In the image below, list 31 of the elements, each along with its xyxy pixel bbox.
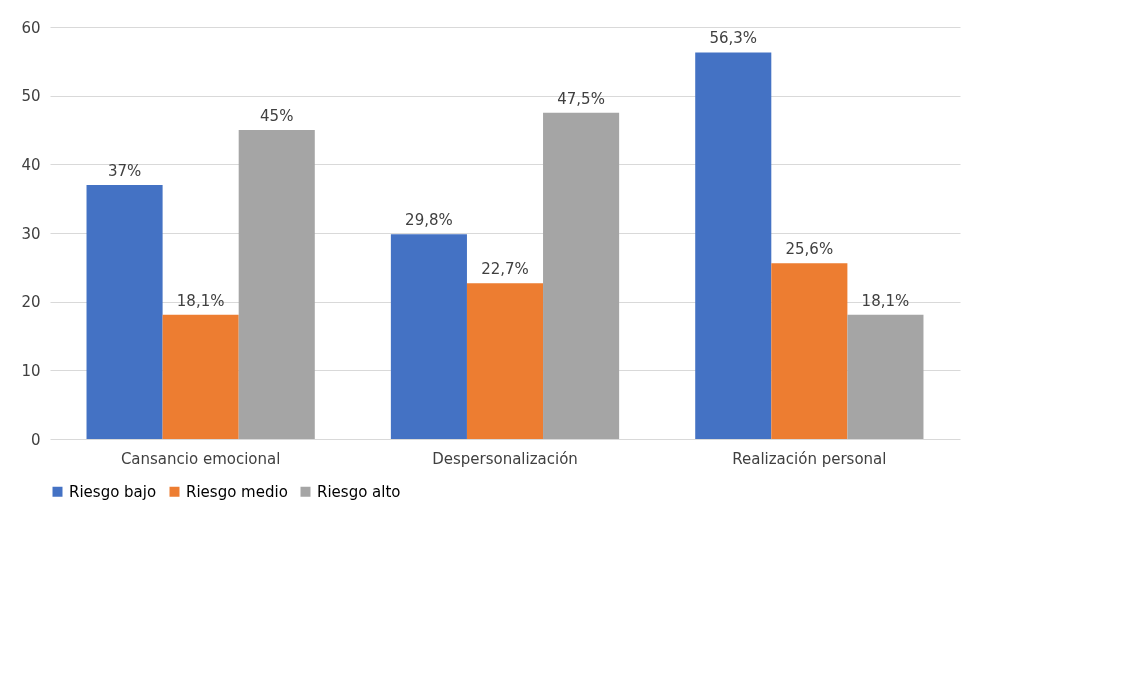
bar <box>771 263 848 439</box>
bar <box>162 314 239 439</box>
data-label: 25,6% <box>785 240 834 259</box>
bar <box>390 234 467 439</box>
y-tick-label: 60 <box>21 18 41 37</box>
data-label: 18,1% <box>176 291 225 310</box>
bar <box>847 314 924 439</box>
data-label: 29,8% <box>405 211 453 230</box>
bar <box>238 130 315 439</box>
y-tick-label: 30 <box>21 224 41 243</box>
legend-label: Riesgo alto <box>317 482 401 501</box>
y-tick-label: 0 <box>30 430 41 449</box>
data-label: 22,7% <box>481 260 529 279</box>
y-tick-label: 40 <box>21 155 41 174</box>
bar <box>86 184 163 439</box>
y-tick-label: 10 <box>21 361 41 380</box>
x-tick-label: Realización personal <box>732 449 887 468</box>
x-tick-label: Cansancio emocional <box>120 449 281 468</box>
bar <box>695 52 772 439</box>
data-label: 56,3% <box>709 29 758 48</box>
data-label: 47,5% <box>557 89 605 108</box>
x-tick-label: Despersonalización <box>432 449 578 468</box>
bar <box>466 283 544 439</box>
y-tick-label: 20 <box>21 293 41 312</box>
bar <box>543 112 620 439</box>
data-label: 18,1% <box>861 291 910 310</box>
data-label: 37% <box>107 161 142 180</box>
data-label: 45% <box>260 107 294 125</box>
legend-label: Riesgo medio <box>186 482 288 501</box>
legend-label: Riesgo bajo <box>69 482 157 501</box>
y-tick-label: 50 <box>21 87 41 106</box>
